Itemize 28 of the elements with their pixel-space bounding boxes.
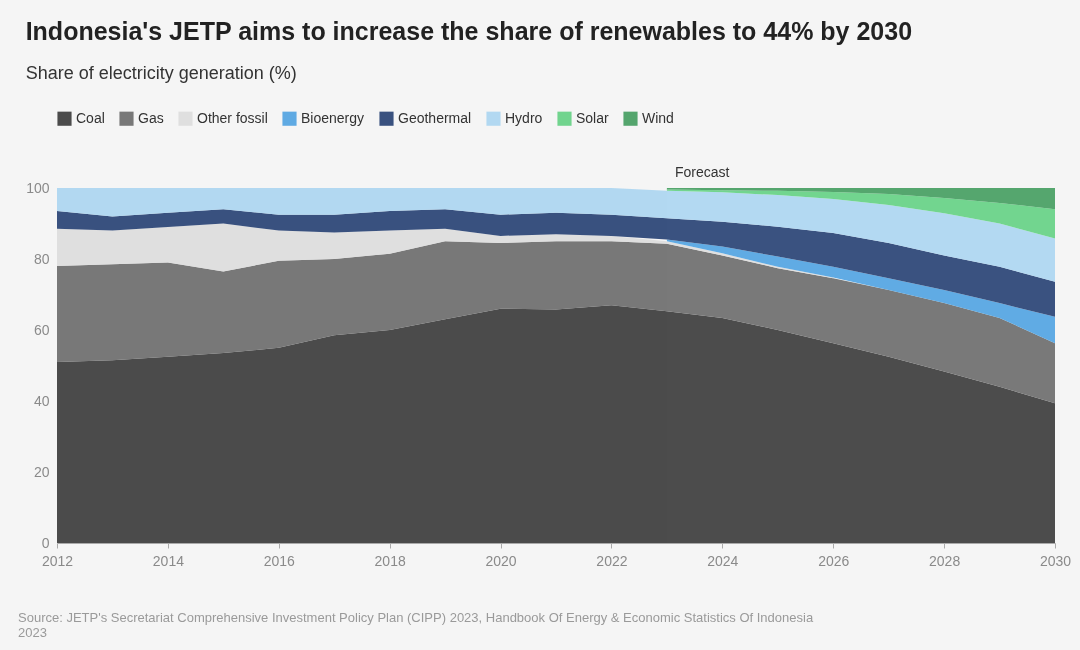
y-tick-label: 100 [26,179,50,196]
x-tick-label: 2020 [485,552,517,569]
band-label: Forecast [674,164,730,180]
x-tick-label: 2016 [263,552,296,569]
legend-label: Other fossil [197,109,268,126]
legend-label: Bioenergy [301,109,365,126]
x-tick-label: 2024 [707,552,739,569]
y-tick-label: 80 [33,250,50,267]
legend-label: Hydro [505,109,543,126]
legend-label: Wind [642,109,674,126]
y-tick-label: 60 [33,321,50,338]
y-tick-label: 0 [41,534,50,551]
y-tick-label: 20 [33,463,50,480]
x-tick-label: 2022 [596,552,628,569]
source-note: Source: JETP's Secretariat Comprehensive Investment Policy Plan (CIPP) 2023, Handbook Of Energy & Economic Statistics Of Indonesia 2023 [18,610,815,640]
x-tick-label: 2026 [818,552,850,569]
chart-title: Indonesia's JETP aims to increase the share of renewables to 44% by 2030 [25,17,913,45]
y-tick-label: 40 [33,392,50,409]
legend-label: Coal [76,109,105,126]
legend-label: Solar [576,109,610,126]
x-tick-label: 2012 [41,552,74,569]
chart-subtitle: Share of electricity generation (%) [25,63,297,83]
x-tick-label: 2018 [374,552,406,569]
x-tick-label: 2028 [929,552,961,569]
x-tick-label: 2030 [1039,552,1072,569]
x-tick-label: 2014 [152,552,185,569]
legend-label: Gas [138,109,164,126]
legend-label: Geothermal [398,109,472,126]
